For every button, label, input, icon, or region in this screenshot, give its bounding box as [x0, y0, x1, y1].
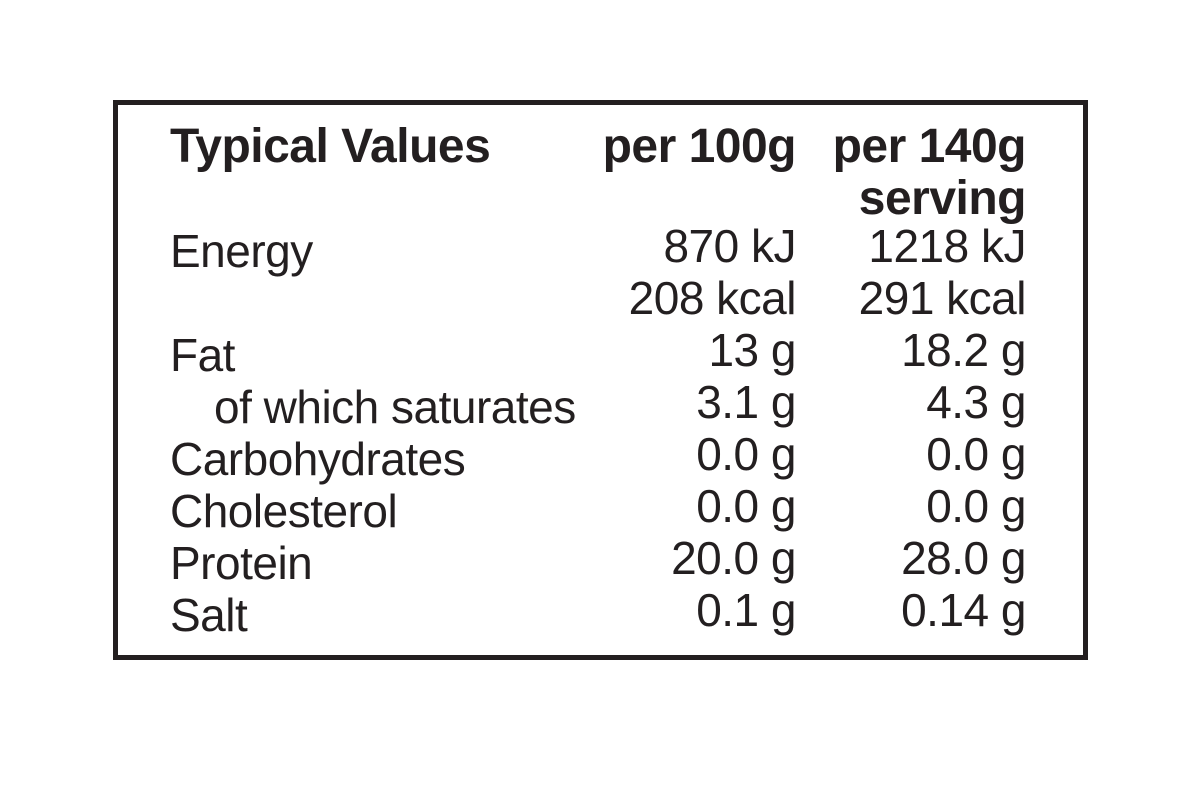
nutrition-label: Typical Values per 100g per 140g serving…	[113, 100, 1088, 660]
value-per-140g: 291 kcal	[858, 272, 1027, 324]
value-per-140g: 0.0 g	[926, 480, 1026, 532]
header-serving-row: serving	[170, 172, 1027, 225]
value-per-100g: 20.0 g	[671, 532, 796, 584]
value-per-100g: 13 g	[708, 324, 796, 376]
value-per-140g: 4.3 g	[926, 376, 1026, 428]
value-per-140g: 0.14 g	[901, 584, 1026, 636]
row-fat: Fat 13 g 18.2 g	[170, 324, 1027, 381]
row-label: Salt	[170, 589, 248, 641]
row-cholesterol: Cholesterol 0.0 g 0.0 g	[170, 480, 1027, 537]
row-protein: Protein 20.0 g 28.0 g	[170, 532, 1027, 589]
value-per-140g: 0.0 g	[926, 428, 1026, 480]
value-per-140g: 28.0 g	[901, 532, 1026, 584]
value-per-100g: 0.0 g	[696, 480, 796, 532]
value-per-140g: 18.2 g	[901, 324, 1026, 376]
column-header-per-140g: per 140g	[832, 120, 1027, 173]
row-energy-kcal: 208 kcal 291 kcal	[170, 272, 1027, 329]
value-per-100g: 0.0 g	[696, 428, 796, 480]
value-per-100g: 870 kJ	[663, 220, 796, 272]
column-header-per-100g: per 100g	[602, 120, 797, 173]
row-salt: Salt 0.1 g 0.14 g	[170, 584, 1027, 641]
column-header-serving: serving	[858, 172, 1027, 225]
row-label: Fat	[170, 329, 235, 381]
row-saturates: of which saturates 3.1 g 4.3 g	[170, 376, 1027, 433]
row-energy: Energy 870 kJ 1218 kJ	[170, 220, 1027, 277]
row-label: of which saturates	[214, 381, 576, 433]
row-label: Energy	[170, 225, 313, 277]
row-label: Protein	[170, 537, 313, 589]
value-per-100g: 0.1 g	[696, 584, 796, 636]
value-per-140g: 1218 kJ	[868, 220, 1026, 272]
row-carbohydrates: Carbohydrates 0.0 g 0.0 g	[170, 428, 1027, 485]
value-per-100g: 3.1 g	[696, 376, 796, 428]
value-per-100g: 208 kcal	[628, 272, 797, 324]
row-label: Carbohydrates	[170, 433, 466, 485]
header-row: Typical Values per 100g per 140g	[170, 120, 1027, 173]
table-title: Typical Values	[170, 120, 491, 173]
row-label: Cholesterol	[170, 485, 398, 537]
